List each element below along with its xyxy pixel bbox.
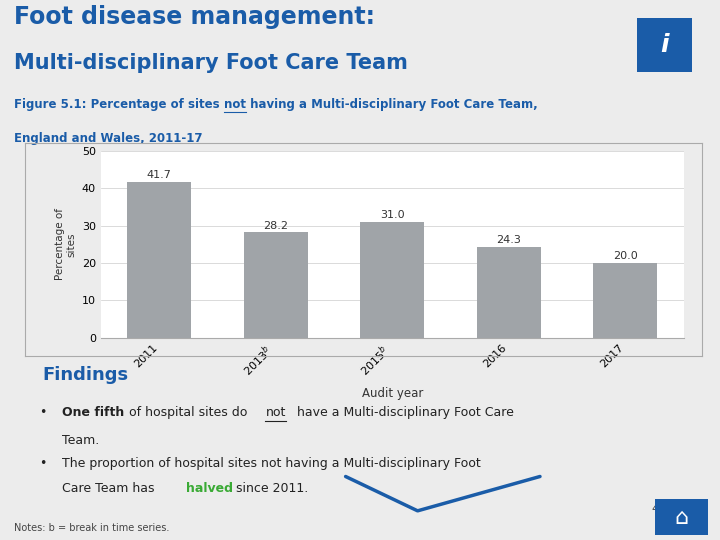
Text: 28.2: 28.2: [264, 220, 289, 231]
Text: 31.0: 31.0: [380, 210, 405, 220]
Text: Foot disease management:: Foot disease management:: [14, 5, 375, 29]
Text: Team.: Team.: [63, 434, 99, 447]
Text: not: not: [224, 98, 246, 111]
Text: Figure 5.1: Percentage of sites: Figure 5.1: Percentage of sites: [14, 98, 224, 111]
Text: since 2011.: since 2011.: [233, 482, 309, 495]
Bar: [477, 247, 541, 338]
Text: One fifth: One fifth: [63, 406, 125, 419]
Text: have a Multi-disciplinary Foot Care: have a Multi-disciplinary Foot Care: [292, 406, 513, 419]
Bar: [360, 222, 425, 338]
Text: ⌂: ⌂: [674, 508, 688, 528]
Text: •: •: [39, 457, 46, 470]
Text: Findings: Findings: [42, 366, 128, 383]
Text: i: i: [660, 32, 668, 57]
FancyBboxPatch shape: [654, 499, 708, 535]
Text: 24.3: 24.3: [497, 235, 521, 245]
Bar: [127, 182, 192, 338]
Text: The proportion of hospital sites not having a Multi-disciplinary Foot: The proportion of hospital sites not hav…: [63, 457, 481, 470]
Bar: [593, 263, 657, 338]
X-axis label: Audit year: Audit year: [361, 387, 423, 400]
Text: Notes: b = break in time series.: Notes: b = break in time series.: [14, 523, 170, 533]
Text: not: not: [266, 406, 286, 419]
Text: of hospital sites do: of hospital sites do: [125, 406, 252, 419]
Text: halved: halved: [186, 482, 233, 495]
Text: 41.7: 41.7: [147, 170, 172, 180]
Text: 47: 47: [652, 503, 666, 514]
Bar: [244, 232, 308, 338]
Text: having a Multi-disciplinary Foot Care Team,: having a Multi-disciplinary Foot Care Te…: [246, 98, 538, 111]
Text: •: •: [39, 406, 46, 419]
Text: England and Wales, 2011-17: England and Wales, 2011-17: [14, 132, 203, 145]
Text: Multi-disciplinary Foot Care Team: Multi-disciplinary Foot Care Team: [14, 53, 408, 73]
Text: 20.0: 20.0: [613, 251, 638, 261]
Y-axis label: Percentage of
sites: Percentage of sites: [55, 208, 76, 280]
FancyBboxPatch shape: [637, 17, 691, 71]
Text: Care Team has: Care Team has: [63, 482, 159, 495]
